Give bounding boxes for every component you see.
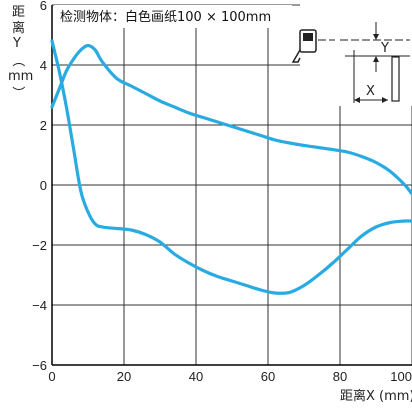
title-box [54,5,292,28]
y-tick-label: 2 [40,118,47,133]
x-tick-label: 40 [189,369,203,384]
x-tick-label: 100 [390,369,412,384]
y-tick-label: −4 [32,298,47,313]
y-axis-label-char-2: 离 [12,20,25,36]
series-line-2 [50,43,412,196]
y-tick-label: 0 [40,178,47,193]
y-axis-label-char-3: Y [12,36,21,51]
sensor-diagram: Y X [291,2,412,106]
y-axis-label-char-6: ） [10,86,25,99]
x-tick-label: 0 [48,369,55,384]
y-axis-label-char-5: mm [8,69,33,84]
x-tick-label: 60 [261,369,275,384]
chart-title: 检测物体：白色画纸100 × 100mm [60,9,271,25]
series-lines [50,39,412,295]
series-line-1 [50,39,412,295]
chart-axes [51,5,412,366]
target-object-icon [391,56,400,102]
y-tick-label: −6 [32,358,47,373]
y-axis-label-char-1: 距 [12,5,25,20]
y-axis-label-char-4: （ [10,54,25,67]
diagram-x-label: X [366,84,375,99]
sensor-icon [291,29,317,63]
y-tick-label: 6 [40,0,47,13]
x-tick-labels: 0 20 40 60 80 100 [48,369,412,384]
x-tick-label: 80 [333,369,347,384]
x-tick-label: 20 [117,369,131,384]
x-axis-label: 距离X (mm) [340,388,412,404]
y-tick-labels: 6 4 2 0 −2 −4 −6 [32,0,47,373]
y-tick-label: 4 [40,58,47,73]
diagram-y-label: Y [380,41,389,56]
y-tick-label: −2 [32,238,47,253]
